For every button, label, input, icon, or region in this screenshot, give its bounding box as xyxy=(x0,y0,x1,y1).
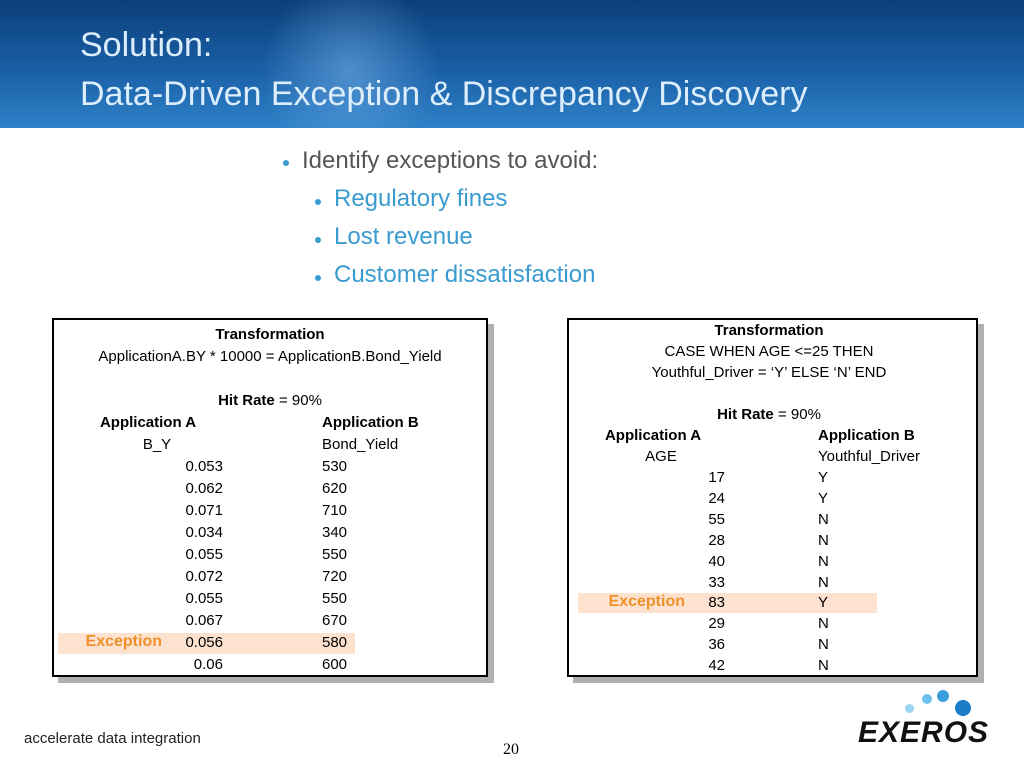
value-a: 28 xyxy=(708,531,725,549)
hit-rate-label: Hit Rate xyxy=(218,392,275,409)
value-b: 530 xyxy=(322,458,348,475)
bullet-dot xyxy=(283,160,289,166)
logo-dot xyxy=(955,700,971,716)
value-a: 0.055 xyxy=(185,590,223,607)
value-a: 0.06 xyxy=(193,656,223,673)
value-b: N xyxy=(818,657,829,675)
value-a: 29 xyxy=(708,615,725,633)
value-a: 83 xyxy=(708,594,725,612)
value-a: 33 xyxy=(708,573,725,591)
hit-rate-label: Hit Rate xyxy=(717,406,774,423)
exception-label: Exception xyxy=(608,593,685,611)
value-b: 550 xyxy=(322,590,348,607)
column-header: Application A xyxy=(604,427,702,444)
value-b: 720 xyxy=(322,568,348,585)
value-a: 17 xyxy=(708,469,725,486)
value-b: Y xyxy=(818,594,829,612)
value-a: 24 xyxy=(708,489,725,507)
title: Data-Driven Exception & Discrepancy Disc… xyxy=(80,75,808,113)
value-a: 42 xyxy=(708,657,725,675)
value-b: N xyxy=(818,531,829,549)
tagline: accelerate data integration xyxy=(24,730,201,747)
bullet-dot xyxy=(315,199,321,205)
value-a: 36 xyxy=(708,636,725,654)
sub-bullet: Lost revenue xyxy=(334,223,473,250)
value-a: 0.067 xyxy=(185,612,223,629)
value-a: 0.056 xyxy=(185,634,223,651)
value-a: 0.055 xyxy=(185,546,223,563)
value-b: 710 xyxy=(322,502,348,519)
hit-rate: Hit Rate = 90% xyxy=(717,406,821,423)
transformation-label: Transformation xyxy=(714,322,824,339)
transformation-text: CASE WHEN AGE <=25 THEN xyxy=(664,343,874,360)
header-glow xyxy=(250,0,450,128)
exception-highlight xyxy=(58,633,355,654)
value-a: 0.034 xyxy=(185,524,223,541)
value-a: 0.062 xyxy=(185,480,223,497)
field-name: Youthful_Driver xyxy=(818,448,921,465)
hit-rate-value: = 90% xyxy=(777,406,821,423)
value-a: 0.071 xyxy=(185,502,223,519)
transformation-label: Transformation xyxy=(215,326,325,343)
sub-bullet: Customer dissatisfaction xyxy=(334,261,596,288)
transformation-text: Youthful_Driver = ‘Y’ ELSE ‘N’ END xyxy=(651,364,887,381)
value-a: 55 xyxy=(708,510,725,528)
column-header: Application B xyxy=(818,427,915,444)
value-a: 0.053 xyxy=(185,458,223,475)
field-name: Bond_Yield xyxy=(322,436,399,453)
table-box xyxy=(52,318,488,677)
exception-label: Exception xyxy=(85,633,162,650)
value-b: Y xyxy=(818,469,829,486)
value-b: 580 xyxy=(322,634,348,651)
value-b: 620 xyxy=(322,480,348,497)
exception-highlight xyxy=(578,593,877,614)
header-band: Solution: Data-Driven Exception & Discre… xyxy=(0,0,1024,128)
table-box xyxy=(567,318,978,677)
value-b: Y xyxy=(818,489,829,507)
value-b: 600 xyxy=(322,656,348,673)
value-b: N xyxy=(818,615,829,633)
bullet: Identify exceptions to avoid: xyxy=(302,147,599,174)
page-number: 20 xyxy=(503,741,519,758)
field-name: AGE xyxy=(645,448,677,465)
value-b: N xyxy=(818,552,829,570)
field-name: B_Y xyxy=(142,436,172,453)
title: Solution: xyxy=(80,26,213,64)
logo: EXEROS xyxy=(858,716,990,749)
sub-bullet: Regulatory fines xyxy=(334,185,508,212)
column-header: Application B xyxy=(322,414,419,431)
value-a: 40 xyxy=(708,552,725,570)
hit-rate: Hit Rate = 90% xyxy=(218,392,322,409)
column-header: Application A xyxy=(99,414,197,431)
logo-dot xyxy=(937,690,949,702)
hit-rate-value: = 90% xyxy=(278,392,322,409)
logo-dot xyxy=(905,704,914,713)
bullet-dot xyxy=(315,237,321,243)
logo-dot xyxy=(922,694,932,704)
value-a: 0.072 xyxy=(185,568,223,585)
value-b: N xyxy=(818,573,829,591)
value-b: 550 xyxy=(322,546,348,563)
value-b: N xyxy=(818,510,829,528)
value-b: 340 xyxy=(322,524,348,541)
value-b: 670 xyxy=(322,612,348,629)
transformation-text: ApplicationA.BY * 10000 = ApplicationB.B… xyxy=(98,348,442,365)
value-b: N xyxy=(818,636,829,654)
bullet-dot xyxy=(315,275,321,281)
